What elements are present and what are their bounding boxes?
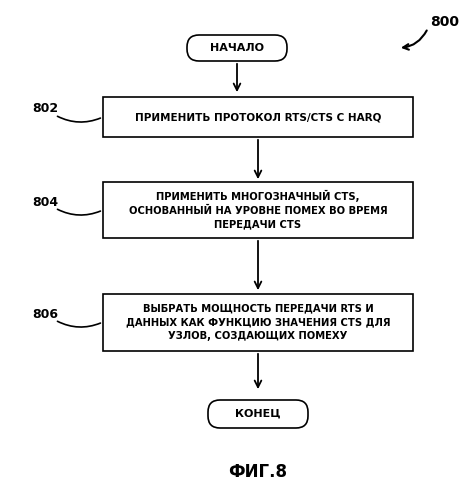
Text: ВЫБРАТЬ МОЩНОСТЬ ПЕРЕДАЧИ RTS И
ДАННЫХ КАК ФУНКЦИЮ ЗНАЧЕНИЯ CTS ДЛЯ
УЗЛОВ, СОЗДА: ВЫБРАТЬ МОЩНОСТЬ ПЕРЕДАЧИ RTS И ДАННЫХ К… xyxy=(126,304,390,341)
Text: КОНЕЦ: КОНЕЦ xyxy=(235,409,281,419)
Text: ПРИМЕНИТЬ ПРОТОКОЛ RTS/CTS С HARQ: ПРИМЕНИТЬ ПРОТОКОЛ RTS/CTS С HARQ xyxy=(135,112,381,122)
Text: ФИГ.8: ФИГ.8 xyxy=(228,463,288,481)
Text: 800: 800 xyxy=(430,15,459,29)
Text: ПРИМЕНИТЬ МНОГОЗНАЧНЫЙ CTS,
ОСНОВАННЫЙ НА УРОВНЕ ПОМЕХ ВО ВРЕМЯ
ПЕРЕДАЧИ CTS: ПРИМЕНИТЬ МНОГОЗНАЧНЫЙ CTS, ОСНОВАННЫЙ Н… xyxy=(129,190,387,230)
FancyArrowPatch shape xyxy=(57,116,100,122)
FancyArrowPatch shape xyxy=(57,322,100,327)
FancyArrowPatch shape xyxy=(57,210,100,215)
FancyBboxPatch shape xyxy=(187,35,287,61)
FancyBboxPatch shape xyxy=(103,294,413,350)
Text: 806: 806 xyxy=(32,308,58,320)
FancyBboxPatch shape xyxy=(208,400,308,428)
Text: 802: 802 xyxy=(32,102,58,116)
Text: НАЧАЛО: НАЧАЛО xyxy=(210,43,264,53)
Text: 804: 804 xyxy=(32,196,58,208)
FancyBboxPatch shape xyxy=(103,97,413,137)
FancyBboxPatch shape xyxy=(103,182,413,238)
